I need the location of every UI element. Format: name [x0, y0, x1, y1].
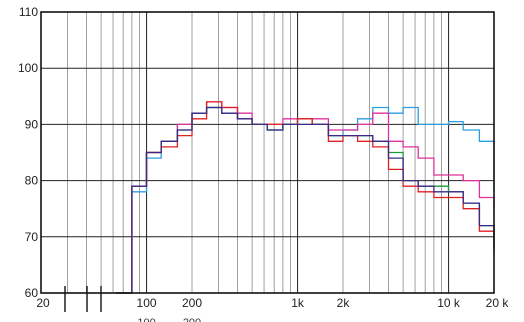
- stray-label: 100: [137, 317, 155, 322]
- series-line-1: [116, 106, 495, 294]
- y-tick-label: 70: [25, 230, 39, 244]
- x-tick-label: 1k: [291, 296, 305, 310]
- stray-scan-marks: 100 200: [64, 286, 201, 322]
- x-tick-label: 2k: [337, 296, 351, 310]
- y-tick-label: 80: [25, 174, 39, 188]
- y-tick-label: 60: [25, 286, 39, 300]
- y-tick-label: 100: [18, 61, 38, 75]
- x-axis-ticks: 20 100 200 1k 2k 10 k 20 k: [36, 296, 509, 310]
- x-tick-label: 20 k: [486, 296, 510, 310]
- x-tick-label: 20: [36, 296, 50, 310]
- x-tick-label: 100: [137, 296, 157, 310]
- series-lines: [116, 101, 495, 294]
- y-tick-label: 90: [25, 117, 39, 131]
- series-line-5: [116, 106, 495, 294]
- y-tick-label: 110: [19, 5, 38, 19]
- stray-label: 200: [183, 317, 201, 322]
- grid: [41, 11, 494, 294]
- y-axis-ticks: 110 100 90 80 70 60: [18, 5, 38, 300]
- series-line-4: [116, 101, 495, 294]
- series-line-3: [116, 106, 495, 294]
- plot-border: [40, 11, 495, 294]
- plot-frame: [40, 11, 495, 294]
- x-tick-label: 10 k: [437, 296, 461, 310]
- x-tick-label: 200: [182, 296, 202, 310]
